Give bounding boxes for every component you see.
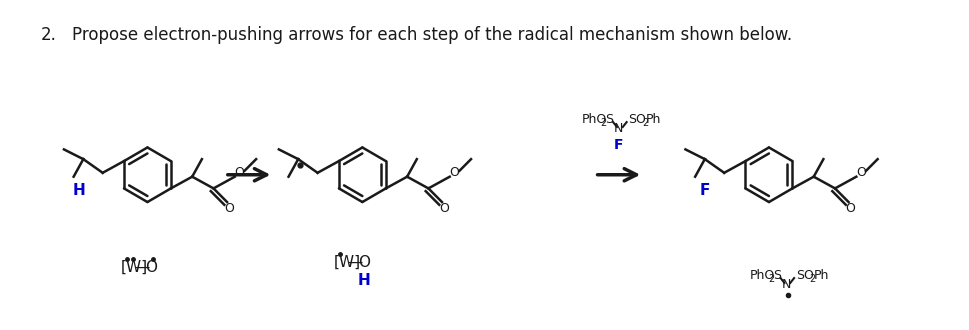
Text: O: O: [845, 202, 855, 215]
Text: [W]: [W]: [120, 260, 147, 275]
Text: F: F: [613, 138, 623, 151]
Text: O: O: [234, 166, 244, 179]
Text: Propose electron-pushing arrows for each step of the radical mechanism shown bel: Propose electron-pushing arrows for each…: [72, 26, 792, 44]
Text: O: O: [224, 202, 234, 215]
Text: PhO: PhO: [749, 269, 774, 281]
Text: N: N: [613, 122, 623, 135]
Text: Ph: Ph: [813, 269, 828, 281]
Text: —: —: [347, 255, 361, 270]
Text: 2: 2: [809, 274, 815, 284]
Text: S: S: [772, 269, 780, 281]
Text: SO: SO: [796, 269, 813, 281]
Text: N: N: [781, 279, 791, 291]
Text: 2: 2: [600, 118, 607, 128]
Text: F: F: [699, 183, 709, 198]
Text: 2.: 2.: [41, 26, 57, 44]
Text: O: O: [145, 260, 157, 275]
Text: O: O: [439, 202, 449, 215]
Text: 2: 2: [767, 274, 773, 284]
Text: 2: 2: [641, 118, 647, 128]
Text: O: O: [856, 166, 865, 179]
Text: H: H: [73, 183, 85, 198]
Text: Ph: Ph: [645, 113, 661, 126]
Text: S: S: [605, 113, 612, 126]
Text: —: —: [134, 260, 149, 275]
Text: O: O: [450, 166, 459, 179]
Text: [W]: [W]: [333, 255, 360, 270]
Text: SO: SO: [628, 113, 645, 126]
Text: O: O: [358, 255, 370, 270]
Text: PhO: PhO: [581, 113, 607, 126]
Text: H: H: [358, 273, 370, 287]
